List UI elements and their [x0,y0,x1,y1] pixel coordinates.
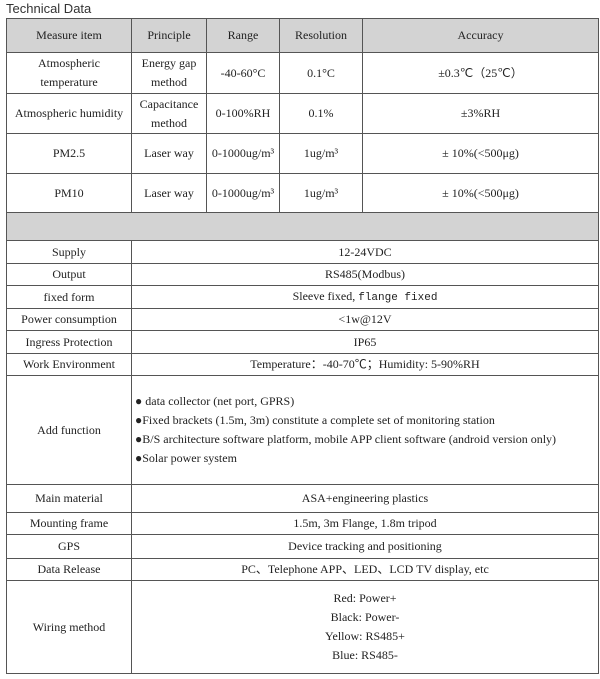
header-measure-item: Measure item [6,18,132,53]
cell-principle: Laser way [131,173,207,213]
spec-row: GPS Device tracking and positioning [6,534,599,559]
spec-label: GPS [6,534,132,559]
table-row: PM2.5 Laser way 0-1000ug/m³ 1ug/m³ ± 10%… [6,133,599,174]
spec-row: Ingress Protection IP65 [6,330,599,354]
cell-principle: Laser way [131,133,207,174]
cell-range: -40-60°C [206,52,280,94]
spec-row: Data Release PC、Telephone APP、LED、LCD TV… [6,558,599,581]
cell-item: Atmospheric temperature [6,52,132,94]
spec-row: fixed form Sleeve fixed, flange fixed [6,285,599,309]
cell-range: 0-100%RH [206,93,280,134]
header-row: Measure item Principle Range Resolution … [6,18,599,53]
spec-row: Output RS485(Modbus) [6,263,599,286]
spec-label: Add function [6,375,132,485]
technical-data-table: Measure item Principle Range Resolution … [6,18,599,674]
header-principle: Principle [131,18,207,53]
cell-range: 0-1000ug/m³ [206,173,280,213]
spec-row: Wiring method Red: Power+ Black: Power- … [6,580,599,674]
spec-label: fixed form [6,285,132,309]
cell-item: Atmospheric humidity [6,93,132,134]
spec-row: Supply 12-24VDC [6,240,599,264]
spec-row: Main material ASA+engineering plastics [6,484,599,513]
cell-principle: Energy gap method [131,52,207,94]
spec-label: Mounting frame [6,512,132,535]
spec-label: Supply [6,240,132,264]
cell-accuracy: ± 10%(<500μg) [362,173,599,213]
cell-principle: Capacitance method [131,93,207,134]
fixed-form-b: flange fixed [358,291,438,304]
cell-accuracy: ±3%RH [362,93,599,134]
spec-value: 12-24VDC [131,240,599,264]
cell-accuracy: ± 10%(<500μg) [362,133,599,174]
list-item: Black: Power- [330,610,400,624]
cell-item: PM10 [6,173,132,213]
cell-resolution: 1ug/m³ [279,133,363,174]
spec-value: ASA+engineering plastics [131,484,599,513]
separator-cell [6,212,599,241]
cell-item: PM2.5 [6,133,132,174]
spec-label: Power consumption [6,308,132,331]
spec-value: PC、Telephone APP、LED、LCD TV display, etc [131,558,599,581]
header-resolution: Resolution [279,18,363,53]
spec-value: RS485(Modbus) [131,263,599,286]
cell-resolution: 0.1°C [279,52,363,94]
spec-row: Power consumption <1w@12V [6,308,599,331]
cell-accuracy: ±0.3℃（25℃） [362,52,599,94]
list-item: Yellow: RS485+ [325,629,405,643]
spec-value: 1.5m, 3m Flange, 1.8m tripod [131,512,599,535]
spec-row: Add function ● data collector (net port,… [6,375,599,485]
fixed-form-a: Sleeve fixed, [292,288,356,303]
spec-value: IP65 [131,330,599,354]
table-row: Atmospheric humidity Capacitance method … [6,93,599,134]
spec-value: Device tracking and positioning [131,534,599,559]
spec-label: Output [6,263,132,286]
spec-row: Mounting frame 1.5m, 3m Flange, 1.8m tri… [6,512,599,535]
cell-resolution: 0.1% [279,93,363,134]
spec-label: Wiring method [6,580,132,674]
spec-value: <1w@12V [131,308,599,331]
header-range: Range [206,18,280,53]
list-item: Red: Power+ [333,591,397,605]
table-row: PM10 Laser way 0-1000ug/m³ 1ug/m³ ± 10%(… [6,173,599,213]
separator-row [6,212,599,241]
table-row: Atmospheric temperature Energy gap metho… [6,52,599,94]
spec-row: Work Environment Temperature：-40-70℃；Hum… [6,353,599,376]
list-item: Blue: RS485- [332,648,398,662]
spec-value-list: Red: Power+ Black: Power- Yellow: RS485+… [131,580,599,674]
spec-value: Sleeve fixed, flange fixed [131,285,599,309]
list-item: ● data collector (net port, GPRS) [135,394,295,408]
list-item: ●B/S architecture software platform, mob… [135,432,557,446]
spec-label: Main material [6,484,132,513]
spec-label: Ingress Protection [6,330,132,354]
list-item: ●Fixed brackets (1.5m, 3m) constitute a … [135,413,495,427]
spec-label: Work Environment [6,353,132,376]
spec-label: Data Release [6,558,132,581]
cell-range: 0-1000ug/m³ [206,133,280,174]
cell-resolution: 1ug/m³ [279,173,363,213]
header-accuracy: Accuracy [362,18,599,53]
spec-value: Temperature：-40-70℃；Humidity: 5-90%RH [131,353,599,376]
section-title: Technical Data [6,1,92,16]
list-item: ●Solar power system [135,451,237,465]
spec-value-list: ● data collector (net port, GPRS) ●Fixed… [131,375,599,485]
